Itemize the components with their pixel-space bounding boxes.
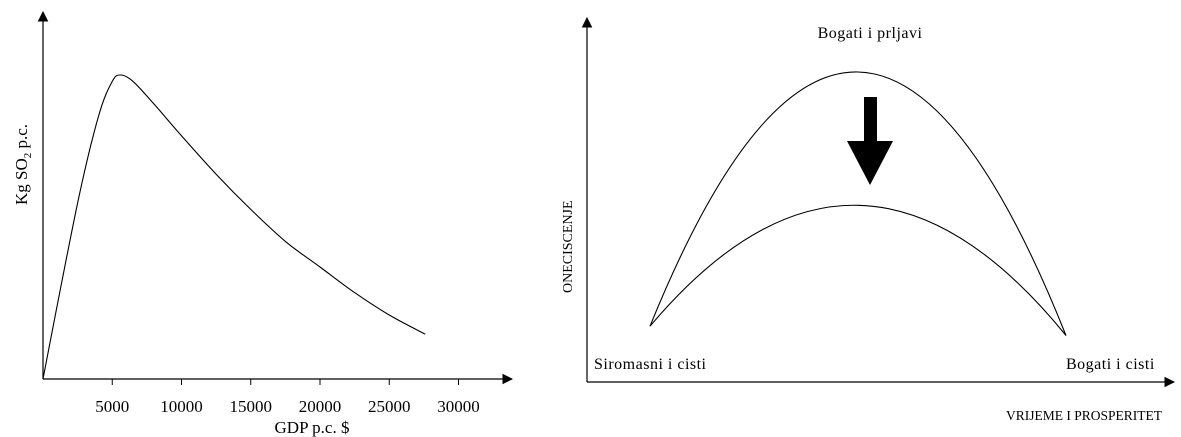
right-chart: Bogati i prljavi Siromasni i cisti Bogat… xyxy=(561,16,1176,423)
left-series-line xyxy=(42,74,426,380)
left-y-axis-label: Kg SO2 p.c. xyxy=(12,124,34,205)
left-x-tick-label: 15000 xyxy=(230,397,273,416)
down-arrow-icon xyxy=(847,97,893,185)
left-chart: 5000 10000 15000 20000 25000 30000 GDP p.c. $… xyxy=(12,10,514,437)
right-label-right: Bogati i cisti xyxy=(1066,356,1155,373)
left-x-tick-label: 20000 xyxy=(299,397,342,416)
left-x-tick-label: 30000 xyxy=(437,397,480,416)
left-x-tick-label: 25000 xyxy=(368,397,411,416)
right-lower-curve xyxy=(649,204,1067,336)
left-x-axis-label: GDP p.c. $ xyxy=(275,418,350,437)
right-y-axis-label: ONECISCENJE xyxy=(561,200,576,293)
left-x-tick-label: 5000 xyxy=(95,397,129,416)
left-x-ticks: 5000 10000 15000 20000 25000 30000 xyxy=(95,379,480,416)
right-x-axis-label: VRIJEME I PROSPERITET xyxy=(1006,408,1163,423)
right-label-top: Bogati i prljavi xyxy=(818,25,923,42)
right-upper-curve xyxy=(649,71,1067,336)
right-label-left: Siromasni i cisti xyxy=(594,356,707,373)
left-x-tick-label: 10000 xyxy=(160,397,203,416)
